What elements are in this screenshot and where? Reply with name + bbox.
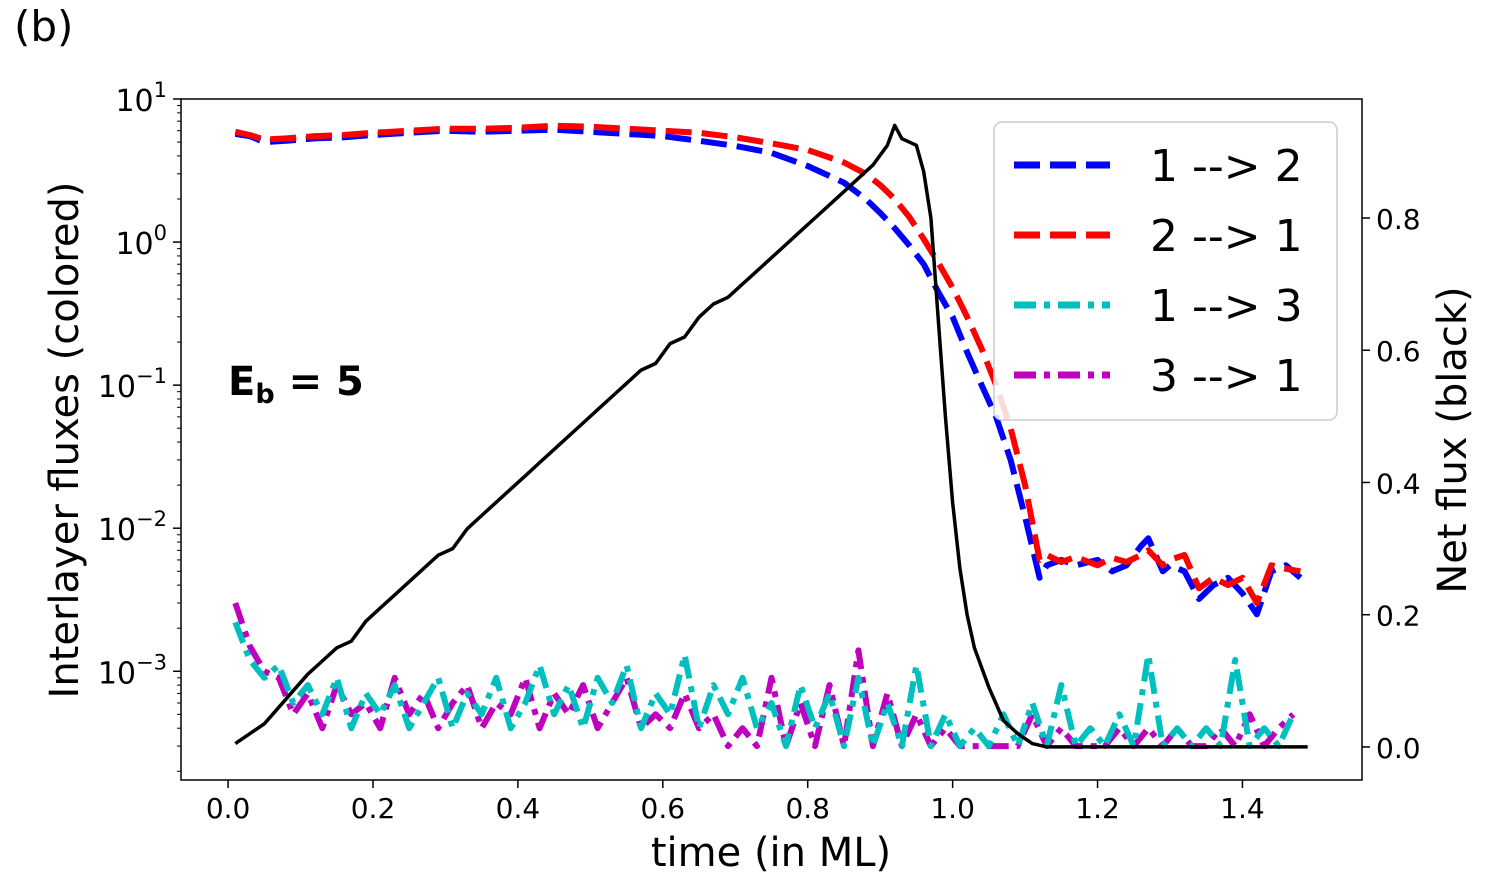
x-tick-label: 0.0	[206, 792, 251, 825]
series-line-3	[232, 602, 1296, 750]
series-line-2	[232, 621, 1296, 750]
legend: 1 --> 2 2 --> 1 1 --> 3 3 --> 1	[993, 121, 1338, 421]
x-tick-label: 0.8	[785, 792, 830, 825]
y-left-tick-label: 10−1	[98, 364, 167, 405]
y-right-tick-label: 0.0	[1376, 732, 1421, 765]
x-axis-label: time (in ML)	[651, 830, 891, 876]
x-tick-label: 1.0	[930, 792, 975, 825]
legend-box	[993, 121, 1338, 421]
y-left-tick-label: 100	[115, 221, 167, 262]
y-right-tick-label: 0.4	[1376, 467, 1421, 500]
series-line-1	[234, 122, 1301, 606]
legend-label: 1 --> 2	[1150, 141, 1303, 192]
y-right-tick-label: 0.2	[1376, 600, 1421, 633]
y-right-tick-label: 0.6	[1376, 335, 1421, 368]
x-tick-label: 1.4	[1220, 792, 1265, 825]
plot-frame	[180, 98, 1363, 781]
y-left-tick-label: 10−2	[98, 507, 167, 548]
series-line-4	[234, 123, 1308, 749]
axes-layer: 0.0 0.2 0.4 0.6 0.8 1.0 1.2 1.4 101 100 10−1 10−2 10…	[98, 78, 1421, 825]
y-left-tick-label: 101	[115, 78, 167, 119]
x-tick-label: 1.2	[1075, 792, 1120, 825]
y-axis-left-label: Interlayer fluxes (colored)	[42, 182, 88, 699]
y-axis-right-label: Net flux (black)	[1430, 286, 1476, 593]
y-left-tick-label: 10−3	[98, 650, 167, 691]
x-tick-label: 0.2	[351, 792, 396, 825]
x-tick-label: 0.6	[641, 792, 686, 825]
y-right-tick-label: 0.8	[1376, 203, 1421, 236]
panel-label: (b)	[14, 2, 74, 51]
legend-label: 1 --> 3	[1150, 281, 1303, 332]
x-tick-label: 0.4	[496, 792, 541, 825]
series-layer	[232, 122, 1308, 750]
eb-annotation: Eb = 5	[228, 359, 364, 410]
legend-label: 2 --> 1	[1150, 211, 1303, 262]
legend-label: 3 --> 1	[1150, 351, 1303, 402]
